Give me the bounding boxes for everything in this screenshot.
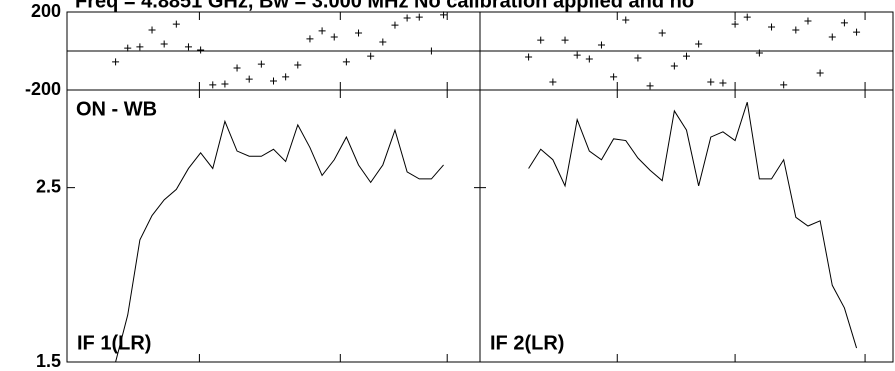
phase-point bbox=[743, 13, 751, 21]
phase-point bbox=[804, 17, 812, 25]
phase-point bbox=[403, 14, 411, 22]
phase-point bbox=[209, 81, 217, 89]
phase-point bbox=[184, 43, 192, 51]
annotation: ON - WB bbox=[76, 98, 157, 120]
phase-point bbox=[257, 60, 265, 68]
phase-point bbox=[318, 27, 326, 35]
phase-point bbox=[294, 61, 302, 69]
plot-frame bbox=[66, 89, 481, 363]
phase-point bbox=[233, 64, 241, 72]
phase-point bbox=[282, 73, 290, 81]
chart-title: Freq = 4.8851 GHz, Bw = 3.000 MHz No cal… bbox=[75, 0, 694, 12]
phase-point bbox=[391, 21, 399, 29]
panel-label: IF 1(LR) bbox=[77, 332, 151, 354]
y-tick-label: 2.5 bbox=[36, 176, 61, 196]
phase-point bbox=[124, 44, 132, 52]
phase-point bbox=[112, 58, 120, 66]
phase-point bbox=[792, 26, 800, 34]
phase-point bbox=[670, 62, 678, 70]
phase-point bbox=[549, 78, 557, 86]
phase-point bbox=[561, 36, 569, 44]
phase-point bbox=[525, 53, 533, 61]
phase-point bbox=[610, 73, 618, 81]
phase-point bbox=[646, 82, 654, 90]
phase-point bbox=[731, 20, 739, 28]
phase-point bbox=[537, 36, 545, 44]
phase-point bbox=[440, 11, 448, 19]
phase-point bbox=[622, 16, 630, 24]
phase-point bbox=[597, 41, 605, 49]
y-tick-label: 1.5 bbox=[36, 351, 61, 371]
phase-point bbox=[658, 29, 666, 37]
y-tick-label: -200 bbox=[25, 79, 61, 99]
phase-point bbox=[367, 52, 375, 60]
phase-point bbox=[573, 51, 581, 59]
phase-point bbox=[379, 38, 387, 46]
phase-point bbox=[585, 55, 593, 63]
phase-point bbox=[148, 26, 156, 34]
amplitude-line bbox=[528, 102, 858, 349]
phase-point bbox=[355, 29, 363, 37]
phase-point bbox=[330, 33, 338, 41]
phase-point bbox=[683, 52, 690, 60]
phase-point bbox=[828, 33, 836, 41]
phase-point bbox=[695, 40, 703, 48]
phase-point bbox=[634, 54, 642, 62]
phase-point bbox=[160, 40, 168, 48]
panel-label: IF 2(LR) bbox=[490, 332, 564, 354]
phase-point bbox=[853, 28, 861, 36]
phase-point bbox=[707, 78, 715, 86]
phase-point bbox=[197, 46, 205, 54]
phase-point bbox=[245, 75, 253, 83]
plot-frame bbox=[479, 89, 894, 363]
phase-point bbox=[342, 58, 350, 66]
phase-point bbox=[221, 80, 229, 88]
y-tick-label: 200 bbox=[31, 1, 61, 21]
phase-point bbox=[270, 77, 277, 85]
phase-point bbox=[755, 49, 763, 57]
phase-point bbox=[768, 23, 776, 31]
phase-point bbox=[427, 47, 435, 55]
phase-point bbox=[415, 13, 423, 21]
phase-point bbox=[816, 69, 824, 77]
phase-point bbox=[719, 79, 727, 87]
phase-point bbox=[306, 35, 314, 43]
phase-point bbox=[172, 20, 180, 28]
phase-point bbox=[780, 81, 788, 89]
phase-point bbox=[840, 19, 848, 27]
amplitude-line bbox=[115, 119, 444, 363]
phase-point bbox=[136, 43, 144, 51]
